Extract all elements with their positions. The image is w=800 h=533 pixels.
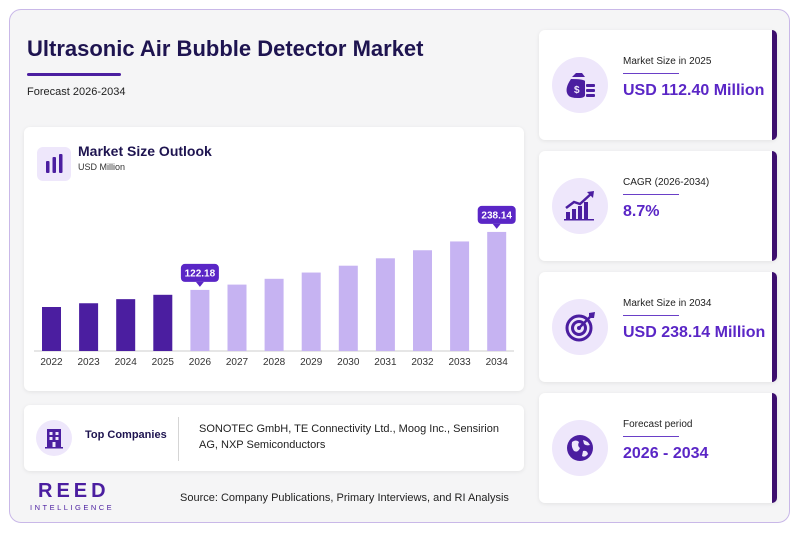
bar-2026 xyxy=(190,289,210,351)
chart-card: Market Size Outlook USD Million 2022 2023… xyxy=(24,127,524,391)
x-tick-2029: 2029 xyxy=(300,357,323,368)
svg-text:238.14: 238.14 xyxy=(481,210,512,221)
stat-value: USD 238.14 Million xyxy=(623,324,766,341)
x-tick-2033: 2033 xyxy=(448,357,471,368)
bar-2032 xyxy=(413,250,432,351)
data-label-2034: 238.14 xyxy=(477,205,516,229)
stat-label: Market Size in 2025 xyxy=(623,56,712,67)
stat-card-cagr: CAGR (2026-2034) 8.7% xyxy=(539,151,777,261)
x-tick-2022: 2022 xyxy=(40,357,63,368)
globe-icon xyxy=(552,420,608,476)
stat-value: 2026 - 2034 xyxy=(623,445,709,462)
stat-label: Forecast period xyxy=(623,419,693,430)
stat-value: 8.7% xyxy=(623,203,660,220)
bar-2023 xyxy=(79,303,99,351)
bar-chart: 2022 2023 2024 2025 2026 122.18 2027 2028 2029 20… xyxy=(34,205,516,368)
chart-title: Market Size Outlook xyxy=(78,143,212,159)
building-icon xyxy=(36,420,72,456)
svg-text:$: $ xyxy=(574,85,580,96)
brand-logo: REED xyxy=(38,480,110,502)
divider xyxy=(178,417,179,461)
stat-label: Market Size in 2034 xyxy=(623,298,712,309)
bar-2033 xyxy=(450,241,470,351)
stat-card-market-2034: Market Size in 2034 USD 238.14 Million xyxy=(539,272,777,382)
data-label-2026: 122.18 xyxy=(180,263,219,287)
growth-chart-icon xyxy=(552,178,608,234)
x-tick-2025: 2025 xyxy=(152,357,175,368)
stat-rule xyxy=(623,194,679,195)
bar-2030 xyxy=(338,265,358,351)
stat-card-market-2025: $ Market Size in 2025 USD 112.40 Million xyxy=(539,30,777,140)
bar-2029 xyxy=(301,272,321,351)
x-tick-2031: 2031 xyxy=(374,357,397,368)
stat-rule xyxy=(623,73,679,74)
stat-rule xyxy=(623,436,679,437)
page-subtitle: Forecast 2026-2034 xyxy=(27,86,126,98)
bar-chart-icon xyxy=(37,147,71,181)
stat-value: USD 112.40 Million xyxy=(623,82,765,99)
top-companies-list: SONOTEC GmbH, TE Connectivity Ltd., Moog… xyxy=(199,423,499,451)
stat-label: CAGR (2026-2034) xyxy=(623,177,710,188)
x-tick-2024: 2024 xyxy=(115,357,138,368)
bar-2022 xyxy=(42,307,61,351)
x-tick-2034: 2034 xyxy=(486,357,509,368)
bar-2024 xyxy=(116,299,136,351)
top-companies-card: Top Companies SONOTEC GmbH, TE Connectiv… xyxy=(24,405,524,471)
stat-card-forecast-period: Forecast period 2026 - 2034 xyxy=(539,393,777,503)
bar-2025 xyxy=(153,294,173,351)
bar-2034 xyxy=(487,231,507,351)
money-bag-icon: $ xyxy=(552,57,608,113)
bar-2031 xyxy=(375,258,395,351)
top-companies-label: Top Companies xyxy=(85,429,167,441)
x-tick-2032: 2032 xyxy=(411,357,434,368)
page-title: Ultrasonic Air Bubble Detector Market xyxy=(27,36,424,61)
x-tick-2027: 2027 xyxy=(226,357,249,368)
brand-logo-subtitle: INTELLIGENCE xyxy=(30,503,115,512)
chart-unit: USD Million xyxy=(78,162,126,172)
source-note: Source: Company Publications, Primary In… xyxy=(180,492,509,504)
x-tick-2030: 2030 xyxy=(337,357,360,368)
x-tick-2023: 2023 xyxy=(77,357,100,368)
x-tick-2026: 2026 xyxy=(189,357,212,368)
bar-2028 xyxy=(264,278,284,351)
stat-rule xyxy=(623,315,679,316)
title-underline xyxy=(27,73,121,76)
x-tick-2028: 2028 xyxy=(263,357,286,368)
bar-2027 xyxy=(227,284,247,351)
target-icon xyxy=(552,299,608,355)
svg-text:122.18: 122.18 xyxy=(185,268,216,279)
